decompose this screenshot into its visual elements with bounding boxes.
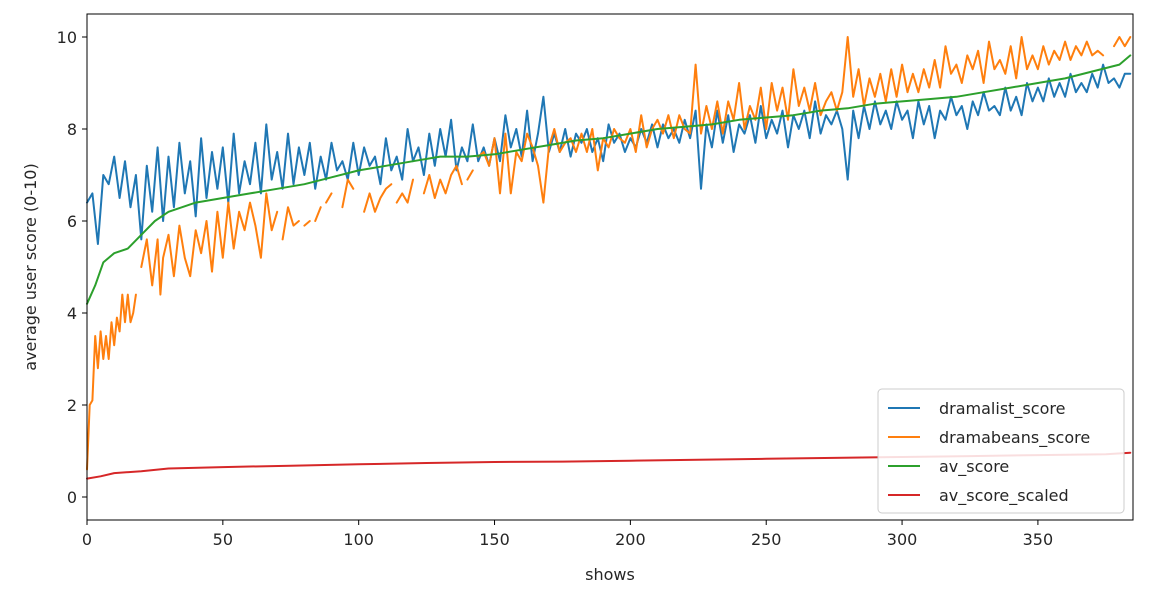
series-line-av_score: [86, 54, 1132, 305]
y-tick-label: 10: [57, 28, 77, 47]
x-tick-label: 350: [1023, 530, 1054, 549]
legend-box: [877, 388, 1125, 514]
x-tick-label: 50: [213, 530, 233, 549]
y-axis-ticks: 0 2 4 6 8 10: [57, 28, 87, 507]
x-tick-label: 300: [887, 530, 918, 549]
y-tick-label: 6: [67, 212, 77, 231]
y-tick-label: 2: [67, 396, 77, 415]
x-tick-label: 150: [479, 530, 510, 549]
y-tick-label: 0: [67, 488, 77, 507]
legend-label: av_score: [939, 457, 1009, 477]
x-axis-label: shows: [585, 565, 635, 584]
legend-label: dramalist_score: [939, 399, 1065, 419]
x-tick-label: 100: [343, 530, 374, 549]
series-line-dramalist_score: [86, 63, 1132, 245]
x-tick-label: 200: [615, 530, 646, 549]
plot-frame: [86, 13, 1134, 521]
x-tick-label: 250: [751, 530, 782, 549]
y-axis-label: average user score (0-10): [21, 163, 40, 370]
legend-label: av_score_scaled: [939, 486, 1069, 506]
x-tick-label: 0: [82, 530, 92, 549]
series-line-dramabeans_score: [86, 36, 1132, 471]
x-axis-ticks: 0 50 100 150 200 250 300 350: [82, 520, 1053, 549]
legend: dramalist_score dramabeans_score av_scorea…: [877, 388, 1125, 514]
y-tick-label: 8: [67, 120, 77, 139]
legend-label: dramabeans_score: [939, 428, 1090, 448]
y-tick-label: 4: [67, 304, 77, 323]
